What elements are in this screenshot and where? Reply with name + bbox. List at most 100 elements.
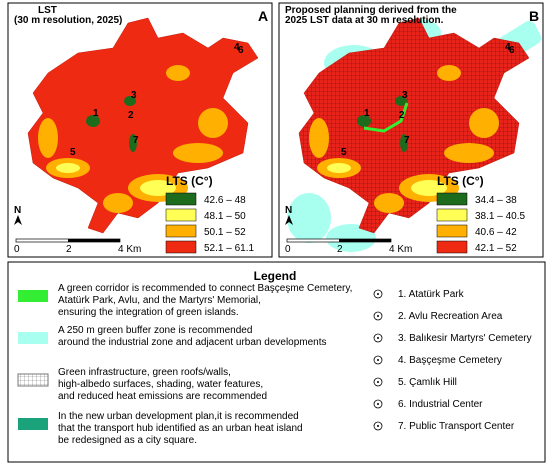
place-symbol bbox=[377, 403, 379, 405]
class-label: 52.1 – 61.1 bbox=[204, 243, 254, 254]
point-label: 3 bbox=[131, 90, 137, 101]
panel-title: Proposed planning derived from the bbox=[285, 5, 457, 16]
place-label: 5. Çamlık Hill bbox=[398, 377, 457, 388]
legend: Legend A green corridor is recommended t… bbox=[7, 261, 546, 463]
scale-bar bbox=[339, 239, 391, 242]
legend-title: LTS (C°) bbox=[437, 174, 484, 188]
place-symbol bbox=[373, 311, 383, 321]
hot-spot bbox=[411, 180, 447, 196]
place-symbol bbox=[377, 315, 379, 317]
legend-text: A green corridor is recommended to conne… bbox=[58, 283, 352, 294]
point-label: 4 bbox=[505, 42, 511, 53]
hot-spot bbox=[103, 193, 133, 213]
class-label: 34.4 – 38 bbox=[475, 195, 517, 206]
place-label: 4. Başçeşme Cemetery bbox=[398, 355, 502, 366]
legend-swatch bbox=[18, 418, 48, 430]
green-area bbox=[357, 115, 371, 127]
green-area bbox=[86, 115, 100, 127]
green-area bbox=[395, 96, 407, 106]
place-label: 2. Avlu Recreation Area bbox=[398, 311, 503, 322]
class-swatch bbox=[165, 192, 197, 206]
north-arrow bbox=[285, 215, 293, 225]
class-label: 42.1 – 52 bbox=[475, 243, 517, 254]
class-label: 48.1 – 50 bbox=[204, 211, 246, 222]
panel-title: (30 m resolution, 2025) bbox=[14, 15, 122, 26]
place-symbol bbox=[377, 425, 379, 427]
point-label: 6 bbox=[509, 45, 515, 56]
scale-label: 2 bbox=[66, 244, 72, 255]
legend-text: A 250 m green buffer zone is recommended bbox=[58, 325, 252, 336]
buffer-zone bbox=[287, 193, 331, 243]
scale-label: 0 bbox=[14, 244, 20, 255]
hot-spot bbox=[166, 65, 190, 81]
point-label: 2 bbox=[128, 110, 134, 121]
hot-spot bbox=[374, 193, 404, 213]
place-symbol bbox=[377, 293, 379, 295]
scale-label: 0 bbox=[285, 244, 291, 255]
north-arrow bbox=[14, 215, 22, 225]
point-label: 7 bbox=[133, 135, 139, 146]
green-area bbox=[400, 134, 408, 152]
hot-spot bbox=[198, 108, 228, 138]
point-label: 6 bbox=[238, 45, 244, 56]
class-label: 38.1 – 40.5 bbox=[475, 211, 525, 222]
point-label: 1 bbox=[364, 108, 370, 119]
scale-bar bbox=[68, 239, 120, 242]
place-symbol bbox=[373, 333, 383, 343]
class-label: 50.1 – 52 bbox=[204, 227, 246, 238]
north-label: N bbox=[285, 205, 292, 216]
legend-title: LTS (C°) bbox=[166, 174, 213, 188]
point-label: 3 bbox=[402, 90, 408, 101]
hot-spot bbox=[444, 143, 494, 163]
panel: 1 2 3 4 5 6 7 LST(30 m resolution, 2025) A LTS (C… bbox=[7, 2, 273, 258]
north-label: N bbox=[14, 205, 21, 216]
legend-text: In the new urban development plan,it is … bbox=[58, 411, 299, 422]
class-swatch bbox=[436, 208, 468, 222]
legend-text: ensuring the integration of green island… bbox=[58, 307, 239, 318]
place-symbol bbox=[377, 359, 379, 361]
panel-letter: A bbox=[258, 8, 268, 24]
legend-swatch bbox=[18, 290, 48, 302]
green-corridor bbox=[363, 102, 409, 133]
point-label: 5 bbox=[341, 147, 347, 158]
class-swatch bbox=[436, 192, 468, 206]
legend-text: be redesigned as a city square. bbox=[58, 435, 197, 446]
hot-spot bbox=[140, 180, 176, 196]
scale-label: 4 Km bbox=[389, 244, 412, 255]
point-label: 4 bbox=[234, 42, 240, 53]
class-swatch bbox=[436, 240, 468, 254]
hot-spot bbox=[437, 65, 461, 81]
green-area bbox=[124, 96, 136, 106]
legend-text: high-albedo surfaces, shading, water fea… bbox=[58, 379, 263, 390]
legend-text: Atatürk Park, Avlu, and the Martyrs' Mem… bbox=[58, 295, 261, 306]
place-label: 1. Atatürk Park bbox=[398, 289, 465, 300]
scale-label: 4 Km bbox=[118, 244, 141, 255]
place-symbol bbox=[377, 337, 379, 339]
legend-text: and reduced heat emissions are recommend… bbox=[58, 391, 267, 402]
green-area bbox=[129, 134, 137, 152]
legend-swatch bbox=[18, 332, 48, 344]
point-label: 1 bbox=[93, 108, 99, 119]
hot-spot bbox=[38, 118, 58, 158]
panel: 1 2 3 4 5 6 7 Proposed planning derived from th… bbox=[278, 2, 544, 258]
place-label: 7. Public Transport Center bbox=[398, 421, 515, 432]
class-label: 40.6 – 42 bbox=[475, 227, 517, 238]
point-label: 7 bbox=[404, 135, 410, 146]
hot-spot bbox=[469, 108, 499, 138]
class-swatch bbox=[165, 240, 197, 254]
place-symbol bbox=[373, 289, 383, 299]
legend-title: Legend bbox=[254, 269, 297, 283]
hot-spot bbox=[173, 143, 223, 163]
panel-title: 2025 LST data at 30 m resolution. bbox=[285, 15, 444, 26]
place-label: 6. Industrial Center bbox=[398, 399, 483, 410]
panel-title: LST bbox=[38, 5, 57, 16]
place-symbol bbox=[373, 421, 383, 431]
legend-text: around the industrial zone and adjacent … bbox=[58, 337, 327, 348]
class-swatch bbox=[436, 224, 468, 238]
hot-spot bbox=[56, 163, 80, 173]
hot-spot bbox=[309, 118, 329, 158]
place-symbol bbox=[373, 355, 383, 365]
scale-label: 2 bbox=[337, 244, 343, 255]
